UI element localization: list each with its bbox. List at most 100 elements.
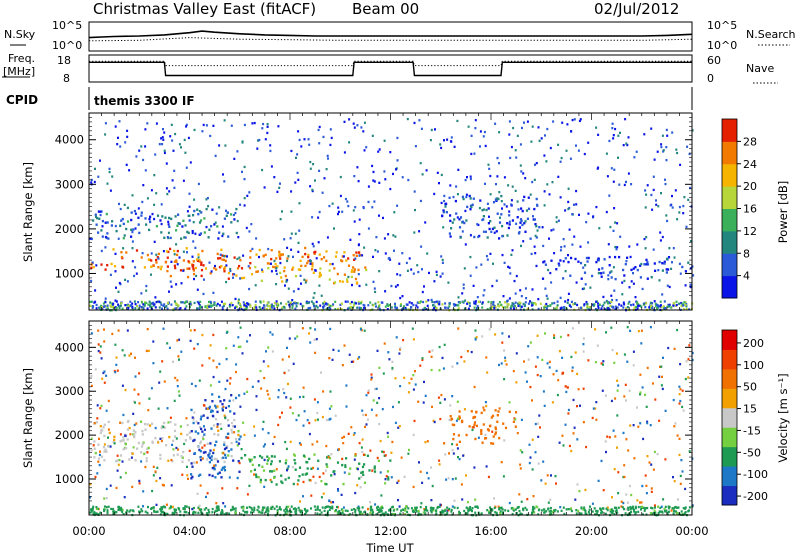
velocity-cell: [404, 513, 407, 516]
velocity-cell: [107, 428, 110, 431]
velocity-cell: [406, 510, 409, 514]
velocity-cell: [600, 362, 603, 365]
velocity-cell: [336, 505, 338, 509]
power-cell: [461, 292, 464, 295]
velocity-cell: [324, 469, 327, 472]
velocity-cell: [176, 385, 179, 388]
velocity-cell: [687, 358, 690, 361]
velocity-cell: [197, 511, 200, 514]
velocity-cell: [295, 509, 298, 513]
velocity-cell: [253, 434, 256, 437]
power-cell: [195, 258, 199, 261]
velocity-cell: [305, 460, 308, 464]
power-cell: [388, 256, 391, 260]
velocity-cell: [632, 507, 635, 510]
power-cell: [120, 302, 123, 305]
velocity-cell: [220, 427, 223, 430]
power-cell: [374, 302, 377, 305]
velocity-cell: [268, 397, 271, 400]
velocity-cell: [394, 377, 397, 380]
power-cell: [623, 274, 626, 277]
power-cell: [322, 307, 325, 310]
velocity-cell: [487, 475, 490, 479]
velocity-cell: [473, 385, 476, 389]
velocity-cell: [198, 426, 202, 429]
power-cell: [101, 225, 104, 228]
power-cell: [349, 305, 352, 309]
power-cell: [156, 214, 160, 217]
velocity-cell: [223, 441, 226, 444]
velocity-cell: [313, 338, 316, 342]
power-cell: [325, 250, 328, 253]
power-cell: [354, 257, 357, 260]
power-cell: [450, 136, 453, 139]
velocity-cell: [398, 352, 401, 355]
velocity-cell: [361, 409, 364, 412]
velocity-cell: [123, 354, 126, 357]
velocity-cell: [585, 445, 588, 449]
velocity-cell: [134, 431, 137, 434]
velocity-cell: [211, 474, 214, 478]
velocity-cell: [536, 356, 539, 359]
velocity-cell: [460, 355, 463, 359]
power-cell: [571, 213, 574, 216]
velocity-cell: [577, 388, 580, 391]
power-cell: [311, 188, 314, 191]
velocity-cell: [627, 506, 630, 509]
velocity-cell: [480, 411, 483, 415]
power-cell: [343, 251, 346, 254]
velocity-panel-frame: [88, 320, 693, 516]
power-cell: [459, 236, 462, 239]
velocity-cell: [316, 508, 319, 511]
power-cell: [636, 268, 639, 272]
velocity-cell: [285, 447, 288, 450]
velocity-cell: [650, 463, 653, 466]
velocity-cell: [337, 489, 340, 492]
velocity-cell: [112, 513, 115, 516]
power-cell: [286, 257, 289, 260]
power-cell: [554, 307, 557, 310]
velocity-cell: [518, 509, 521, 513]
velocity-cell: [520, 418, 523, 421]
power-cell: [266, 123, 269, 126]
velocity-cell: [222, 502, 225, 505]
power-cell: [413, 190, 416, 193]
velocity-cell: [161, 425, 164, 428]
velocity-cell: [196, 445, 199, 448]
velocity-cell: [277, 423, 280, 427]
power-cell: [435, 307, 438, 310]
velocity-cell: [221, 409, 224, 412]
velocity-cell: [503, 349, 506, 352]
power-cell: [687, 198, 690, 201]
power-cell: [169, 236, 172, 240]
velocity-cell: [577, 509, 580, 513]
velocity-cell: [215, 440, 218, 443]
velocity-cell: [147, 409, 150, 412]
velocity-cell: [599, 507, 602, 510]
power-cell: [595, 260, 598, 264]
velocity-cell: [378, 422, 381, 426]
velocity-cell: [365, 394, 368, 397]
power-cell: [191, 231, 194, 235]
power-cell: [311, 189, 314, 193]
velocity-cell: [183, 510, 186, 514]
velocity-cell: [179, 510, 182, 513]
power-cell: [555, 268, 558, 271]
velocity-cell: [461, 498, 464, 501]
power-cell: [145, 301, 148, 305]
velocity-cell: [641, 513, 644, 516]
velocity-cell: [298, 395, 301, 399]
power-cell: [166, 307, 169, 310]
velocity-cell: [238, 438, 241, 441]
power-cell: [645, 263, 648, 266]
power-cell: [337, 210, 340, 213]
velocity-cell: [318, 475, 321, 479]
velocity-cell: [365, 423, 368, 426]
power-cell: [520, 295, 523, 298]
velocity-cell: [281, 481, 284, 485]
velocity-cell: [213, 466, 216, 469]
velocity-cell: [149, 424, 152, 427]
velocity-cell: [637, 510, 640, 513]
velocity-cell: [156, 466, 159, 469]
velocity-cell: [494, 431, 497, 434]
